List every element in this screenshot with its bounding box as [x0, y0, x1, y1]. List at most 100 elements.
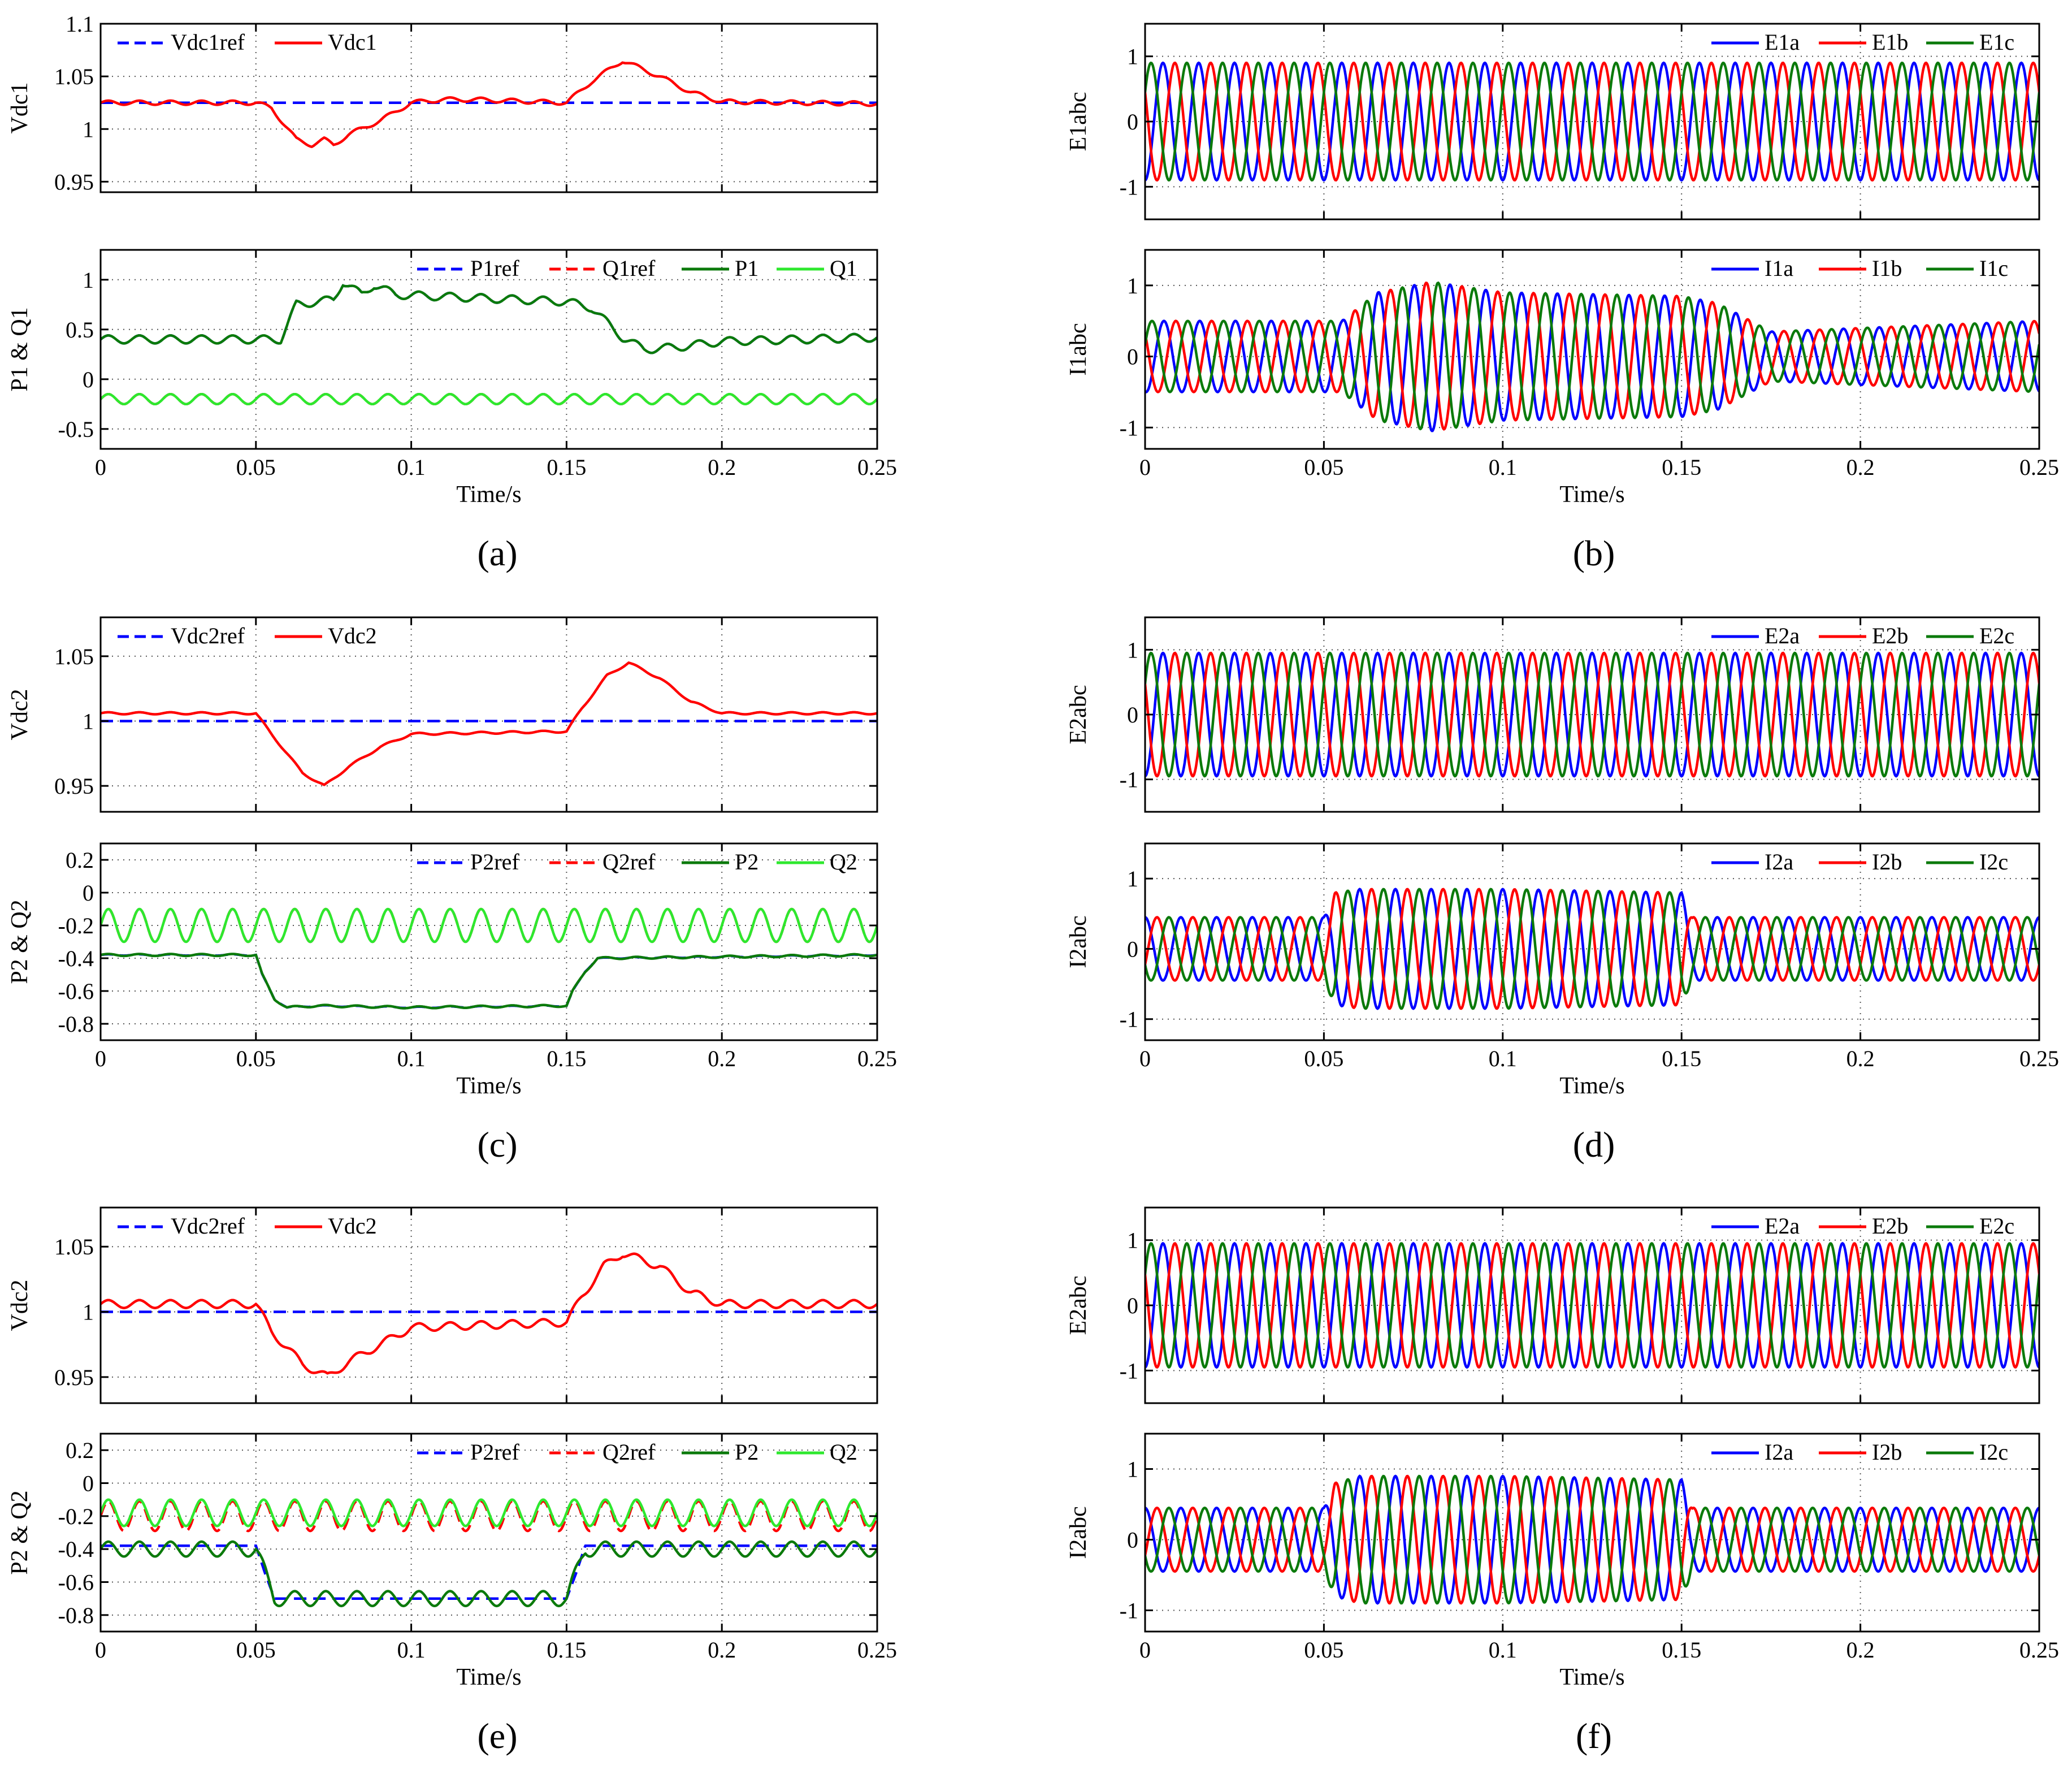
plot-frame — [1144, 1433, 2040, 1633]
series-line-P2 — [101, 953, 877, 1010]
x-tick-label: 0.05 — [236, 1046, 276, 1071]
y-tick-label: 0.95 — [54, 773, 94, 799]
plot-frame — [99, 842, 878, 1041]
x-tick-label: 0.25 — [2019, 1046, 2059, 1071]
x-tick-label: 0 — [95, 1637, 106, 1663]
series-line-I1b — [1145, 281, 2039, 431]
x-tick-label: 0.05 — [1304, 1637, 1343, 1663]
chart-e1: 0.95 1 1.05 Vdc2 Vdc2ref Vdc2 (e) — [7, 1206, 878, 1756]
y-tick-label: -1 — [1120, 767, 1138, 793]
chart-c2: 0 0.05 0.1 0.15 0.2 0.25 -0.8 -0.6 -0.4 -0.2 0 0.2 P… — [7, 842, 897, 1099]
x-tick-label: 0.15 — [1662, 455, 1701, 480]
legend-label-P1ref: P1ref — [470, 256, 519, 281]
y-tick-label: -0.2 — [58, 913, 94, 938]
legend-label-E2c: E2c — [1979, 1213, 2014, 1239]
legend-label-I2a: I2a — [1765, 1439, 1793, 1465]
panel-label: (b) — [1573, 533, 1615, 573]
y-tick-label: 1 — [1127, 637, 1138, 663]
legend-label-E1a: E1a — [1765, 29, 1800, 55]
x-tick-label: 0.25 — [857, 1637, 897, 1663]
series-line-Vdc2 — [101, 661, 877, 786]
series-line-I1a — [1145, 283, 2039, 432]
legend-label-Q2ref: Q2ref — [602, 849, 656, 875]
x-tick-label: 0.25 — [2019, 455, 2059, 480]
y-tick-label: -1 — [1120, 1598, 1138, 1624]
y-tick-label: 1.05 — [54, 64, 94, 89]
legend-label-Vdc2ref: Vdc2ref — [171, 1213, 245, 1239]
y-axis-label: I2abc — [1065, 1506, 1091, 1559]
y-tick-label: -0.6 — [58, 979, 94, 1004]
panel-label: (c) — [477, 1124, 517, 1165]
legend-label-Vdc1: Vdc1 — [328, 29, 377, 55]
legend-label-Vdc2: Vdc2 — [328, 623, 377, 648]
x-tick-label: 0.2 — [1846, 1046, 1875, 1071]
y-tick-label: 0.95 — [54, 169, 94, 194]
series-line-E2c — [1145, 1242, 2039, 1369]
series-line-P1 — [101, 284, 877, 354]
x-tick-label: 0.1 — [397, 1637, 426, 1663]
x-axis-label: Time/s — [1559, 482, 1624, 508]
y-tick-label: 1 — [1127, 1228, 1138, 1253]
legend-label-P2ref: P2ref — [470, 1439, 519, 1465]
legend-label-I2c: I2c — [1979, 1439, 2008, 1465]
panel-label: (d) — [1573, 1124, 1615, 1165]
y-axis-label: Vdc1 — [7, 83, 33, 134]
chart-a1: 0.95 1 1.05 1.1 Vdc1 Vdc1ref Vdc1 (a) — [7, 11, 878, 573]
legend-label-E1c: E1c — [1979, 29, 2014, 55]
legend-label-P1: P1 — [735, 256, 758, 281]
x-tick-label: 0.2 — [708, 455, 736, 480]
y-axis-label: E2abc — [1065, 685, 1091, 745]
y-tick-label: 1 — [1127, 866, 1138, 892]
y-tick-label: 1 — [83, 708, 94, 734]
y-tick-label: 0 — [83, 880, 94, 906]
legend-label-E2a: E2a — [1765, 1213, 1800, 1239]
legend-label-Q1ref: Q1ref — [602, 256, 656, 281]
y-tick-label: -0.6 — [58, 1570, 94, 1595]
series-line-Q2 — [101, 1498, 877, 1528]
y-tick-label: 1 — [1127, 1457, 1138, 1482]
plot-frame — [99, 1433, 878, 1633]
y-tick-label: 0 — [83, 1471, 94, 1496]
y-tick-label: 0 — [1127, 936, 1138, 962]
x-tick-label: 0.1 — [1489, 1046, 1517, 1071]
x-tick-label: 0.1 — [1489, 455, 1517, 480]
x-axis-label: Time/s — [456, 482, 521, 508]
x-tick-label: 0.1 — [397, 1046, 426, 1071]
legend-label-Q2: Q2 — [830, 1439, 857, 1465]
y-tick-label: 0 — [83, 367, 94, 392]
y-tick-label: 1 — [1127, 273, 1138, 298]
y-tick-label: -1 — [1120, 415, 1138, 440]
x-tick-label: 0.1 — [397, 455, 426, 480]
legend-label-I1b: I1b — [1872, 256, 1902, 281]
x-tick-label: 0.2 — [1846, 1637, 1875, 1663]
y-tick-label: 1 — [83, 1300, 94, 1325]
legend-label-E2b: E2b — [1872, 1213, 1908, 1239]
plot-frame — [99, 249, 878, 450]
y-tick-label: 0.2 — [66, 1438, 94, 1463]
panel-label: (a) — [477, 533, 517, 573]
series-line-Vdc2 — [101, 1252, 877, 1375]
x-tick-label: 0.2 — [1846, 455, 1875, 480]
y-axis-label: I2abc — [1065, 915, 1091, 968]
legend-label-P2: P2 — [735, 1439, 758, 1465]
x-tick-label: 0 — [1139, 455, 1151, 480]
x-tick-label: 0.2 — [708, 1637, 736, 1663]
y-tick-label: -0.5 — [58, 417, 94, 442]
y-axis-label: P2 & Q2 — [7, 899, 33, 984]
legend-label-I1a: I1a — [1765, 256, 1793, 281]
y-axis-label: E1abc — [1065, 92, 1091, 152]
x-tick-label: 0.25 — [857, 1046, 897, 1071]
x-tick-label: 0.15 — [1662, 1637, 1701, 1663]
series-line-I2c — [1145, 1474, 2039, 1605]
y-tick-label: -1 — [1120, 174, 1138, 200]
x-tick-label: 0.15 — [547, 455, 586, 480]
y-axis-label: P1 & Q1 — [7, 307, 33, 391]
x-tick-label: 0 — [95, 455, 106, 480]
y-axis-label: Vdc2 — [7, 1280, 33, 1331]
x-tick-label: 0.1 — [1489, 1637, 1517, 1663]
y-tick-label: 0.2 — [66, 847, 94, 873]
